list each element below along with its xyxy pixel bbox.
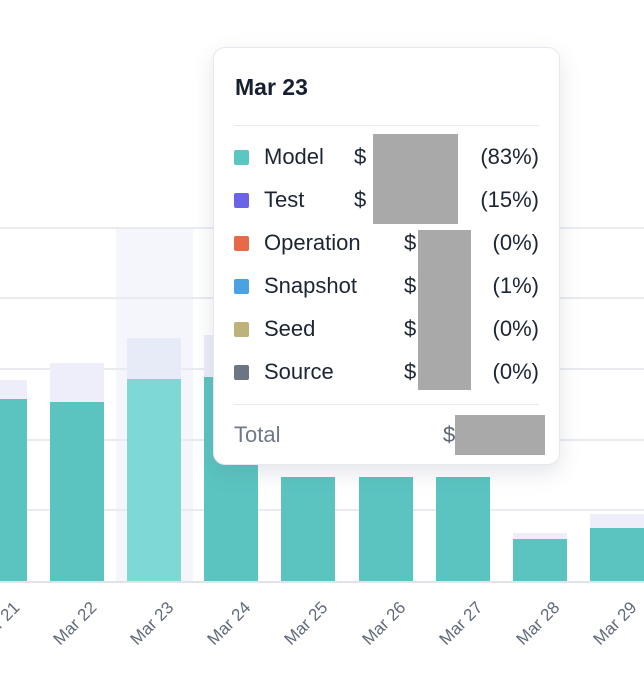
chart-tooltip: Mar 23 Model $ (83%) Test $ (15%) Operation $ (0… [213, 47, 560, 465]
bar-segment-test[interactable] [50, 363, 105, 403]
x-axis-line [0, 581, 644, 583]
bar-segment-model[interactable] [127, 378, 182, 581]
bar-segment-model[interactable] [358, 477, 413, 581]
tooltip-divider [234, 125, 539, 126]
bar-segment-model[interactable] [435, 477, 490, 581]
bar-segment-model[interactable] [50, 402, 105, 581]
series-swatch-icon [234, 279, 249, 294]
bar-segment-model[interactable] [0, 399, 27, 581]
bar-segment-model[interactable] [512, 539, 567, 581]
bar-segment-test[interactable] [0, 380, 27, 400]
series-swatch-icon [234, 322, 249, 337]
series-percent: (83%) [480, 144, 539, 169]
bar-segment-test[interactable] [127, 337, 182, 379]
redacted-value-box [418, 230, 471, 390]
tooltip-row: Seed $ (0%) [214, 308, 559, 351]
series-percent: (0%) [492, 316, 539, 341]
series-label: Model [264, 144, 324, 169]
tooltip-title: Mar 23 [235, 74, 308, 100]
series-currency: $ [404, 316, 417, 341]
tooltip-total-label: Total [234, 422, 281, 447]
redacted-value-box [373, 134, 458, 224]
bar-segment-model[interactable] [589, 528, 644, 581]
series-percent: (0%) [492, 230, 539, 255]
series-currency: $ [354, 144, 367, 169]
tooltip-row: Operation $ (0%) [214, 222, 559, 265]
series-swatch-icon [234, 193, 249, 208]
series-label: Source [264, 359, 334, 384]
bar-segment-model[interactable] [281, 477, 336, 581]
series-swatch-icon [234, 236, 249, 251]
bar-segment-test[interactable] [589, 513, 644, 528]
series-swatch-icon [234, 365, 249, 380]
series-swatch-icon [234, 150, 249, 165]
tooltip-row: Model $ (83%) [214, 136, 559, 179]
tooltip-row: Snapshot $ (1%) [214, 265, 559, 308]
tooltip-divider [234, 404, 539, 405]
series-currency: $ [404, 359, 417, 384]
series-currency: $ [404, 230, 417, 255]
series-label: Snapshot [264, 273, 357, 298]
series-label: Operation [264, 230, 361, 255]
series-label: Test [264, 187, 305, 212]
series-percent: (1%) [492, 273, 539, 298]
tooltip-row: Test $ (15%) [214, 179, 559, 222]
tooltip-total-currency: $ [443, 422, 456, 447]
redacted-value-box [455, 415, 545, 455]
bar-segment-test[interactable] [512, 532, 567, 540]
tooltip-row: Source $ (0%) [214, 351, 559, 394]
series-currency: $ [354, 187, 367, 212]
series-percent: (0%) [492, 359, 539, 384]
series-label: Seed [264, 316, 316, 341]
series-percent: (15%) [480, 187, 539, 212]
series-currency: $ [404, 273, 417, 298]
